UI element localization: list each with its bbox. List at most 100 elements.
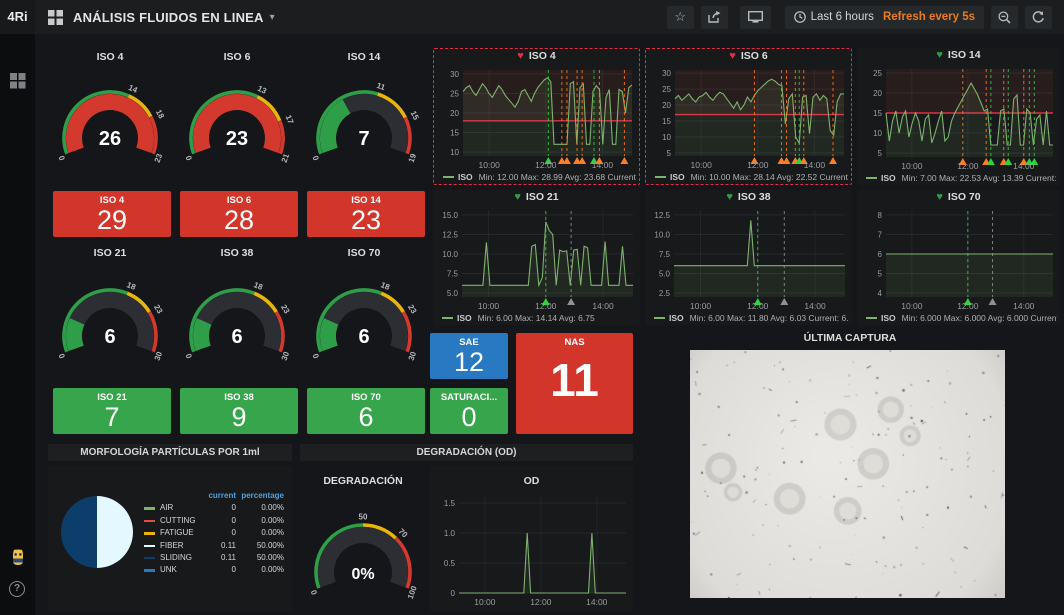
stat-iso21[interactable]: ISO 21 7 (53, 388, 171, 434)
panel-graph-od: OD 0 0.5 1.0 1.5 10:00 12:00 14:00 (430, 466, 633, 612)
panel-title[interactable]: ♥ ISO 14 (936, 49, 981, 61)
navbar: ANÁLISIS FLUIDOS EN LINEA ▾ ☆ Last 6 hou… (35, 0, 1064, 34)
panel-title[interactable]: OD (523, 475, 540, 487)
graph-iso14[interactable]: 5 10 15 20 25 10:00 12:00 14:00 (859, 64, 1058, 172)
pie-table-row[interactable]: FIBER 0.11 50.00% (144, 540, 284, 552)
stat-iso14[interactable]: ISO 14 23 (307, 191, 425, 237)
panel-title[interactable]: ISO 21 (93, 247, 127, 259)
svg-text:10:00: 10:00 (691, 160, 713, 170)
stat-iso70[interactable]: ISO 70 6 (307, 388, 425, 434)
panel-graph-iso70: ♥ ISO 70 4 5 6 7 8 10:00 12:00 14:00 ISO Min: 6.0… (857, 190, 1060, 325)
svg-text:14:00: 14:00 (804, 301, 826, 311)
pie-table-row[interactable]: AIR 0 0.00% (144, 502, 284, 514)
svg-text:10:00: 10:00 (901, 301, 923, 311)
svg-text:0%: 0% (351, 566, 374, 583)
zoom-out-button[interactable] (991, 5, 1018, 29)
share-button[interactable] (700, 5, 728, 29)
panel-title[interactable]: ISO 70 (347, 247, 381, 259)
dashboards-icon[interactable] (9, 72, 26, 89)
stat-value: 23 (350, 205, 382, 235)
stat-sae[interactable]: SAE 12 (430, 333, 508, 379)
stat-title: SATURACI... (440, 392, 498, 403)
series-swatch (144, 507, 155, 510)
graph-iso4[interactable]: 10 15 20 25 30 10:00 12:00 14:00 (436, 65, 637, 171)
panel-graph-iso6: ♥ ISO 6 5 10 15 20 25 30 10:00 12:00 14:00 ISO Min… (645, 48, 852, 185)
star-button[interactable]: ☆ (666, 5, 694, 29)
pie-legend-table: current percentage AIR 0 0.00% CUTTING 0 0.00… (144, 490, 284, 577)
svg-text:30: 30 (280, 350, 292, 362)
svg-text:4: 4 (878, 289, 883, 298)
svg-text:12:00: 12:00 (535, 301, 557, 311)
svg-text:10:00: 10:00 (474, 597, 496, 607)
svg-text:12:00: 12:00 (530, 597, 552, 607)
svg-text:2.5: 2.5 (659, 289, 671, 298)
panel-title[interactable]: ISO 14 (347, 51, 381, 63)
panel-title[interactable]: ISO 38 (220, 247, 254, 259)
svg-text:50: 50 (359, 513, 368, 522)
graph-iso21[interactable]: 5.0 7.5 10.0 12.5 15.0 10:00 12:00 14:00 (435, 206, 638, 312)
dashboard-title[interactable]: ANÁLISIS FLUIDOS EN LINEA (73, 9, 264, 25)
svg-text:25: 25 (873, 69, 882, 78)
svg-text:0: 0 (451, 589, 456, 598)
series-swatch (442, 317, 453, 319)
panel-title[interactable]: ♥ ISO 70 (936, 191, 981, 203)
panel-title[interactable]: ♥ ISO 6 (729, 50, 768, 62)
svg-text:0: 0 (184, 154, 194, 162)
svg-text:13: 13 (256, 84, 268, 96)
panel-title[interactable]: ISO 4 (96, 51, 124, 63)
help-icon[interactable]: ? (9, 581, 25, 597)
panel-graph-iso14: ♥ ISO 14 5 10 15 20 25 10:00 12:00 14:00 ISO Min:… (857, 48, 1060, 185)
alert-heart-icon: ♥ (729, 50, 736, 62)
graph-legend: ISO Min: 12.00 Max: 28.99 Avg: 23.68 Curr… (443, 171, 636, 183)
panel-gauge-iso14: ISO 14 0 11 15 19 7 (302, 50, 426, 182)
refresh-button[interactable] (1025, 5, 1052, 29)
stat-iso38[interactable]: ISO 38 9 (180, 388, 298, 434)
user-avatar-icon[interactable] (9, 548, 26, 565)
title-dropdown-caret-icon[interactable]: ▾ (269, 11, 275, 23)
svg-text:5: 5 (667, 149, 672, 158)
pie-table-row[interactable]: CUTTING 0 0.00% (144, 515, 284, 527)
svg-text:23: 23 (152, 303, 165, 316)
row-header-morfologia[interactable]: MORFOLOGÍA PARTÍCULAS POR 1ml (48, 444, 292, 461)
org-logo[interactable]: 4Ri (0, 0, 35, 34)
stat-saturation[interactable]: SATURACI... 0 (430, 388, 508, 434)
stat-value: 7 (104, 402, 120, 432)
time-picker[interactable]: Last 6 hours Refresh every 5s (784, 5, 984, 29)
series-swatch (144, 556, 155, 560)
graph-od[interactable]: 0 0.5 1.0 1.5 10:00 12:00 14:00 (432, 492, 631, 608)
graph-iso70[interactable]: 4 5 6 7 8 10:00 12:00 14:00 (859, 206, 1058, 312)
panel-title[interactable]: ♥ ISO 38 (726, 191, 771, 203)
gauge-iso6: 0 13 17 21 23 (175, 72, 299, 176)
stat-iso6[interactable]: ISO 6 28 (180, 191, 298, 237)
pie-table-row[interactable]: UNK 0 0.00% (144, 564, 284, 576)
stat-title: ISO 4 (99, 195, 125, 206)
panel-title-ultima-captura[interactable]: ÚLTIMA CAPTURA (803, 332, 897, 344)
series-swatch (654, 317, 665, 319)
series-swatch (144, 519, 155, 523)
pie-table-row[interactable]: SLIDING 0.11 50.00% (144, 552, 284, 564)
svg-text:11: 11 (375, 81, 386, 92)
alert-heart-icon: ♥ (517, 50, 524, 62)
pie-chart[interactable] (57, 492, 137, 572)
stat-iso4[interactable]: ISO 4 29 (53, 191, 171, 237)
svg-text:12:00: 12:00 (957, 301, 979, 311)
stat-nas[interactable]: NAS 11 (516, 333, 633, 434)
svg-text:30: 30 (662, 69, 671, 78)
gauge-iso4: 0 14 18 23 26 (48, 72, 172, 176)
refresh-interval-label: Refresh every 5s (882, 11, 975, 23)
pie-table-row[interactable]: FATIGUE 0 0.00% (144, 527, 284, 539)
panel-title[interactable]: ISO 6 (223, 51, 251, 63)
panel-title[interactable]: ♥ ISO 21 (514, 191, 559, 203)
graph-iso38[interactable]: 2.5 5.0 7.5 10.0 12.5 10:00 12:00 14:00 (647, 206, 850, 312)
svg-text:23: 23 (153, 152, 165, 164)
row-header-degradacion[interactable]: DEGRADACIÓN (OD) (300, 444, 633, 461)
stat-title: ISO 21 (97, 392, 127, 403)
svg-text:0: 0 (184, 352, 194, 360)
panel-title[interactable]: DEGRADACIÓN (323, 475, 403, 487)
panel-title[interactable]: ♥ ISO 4 (517, 50, 556, 62)
cycle-view-button[interactable] (739, 5, 771, 29)
svg-text:0: 0 (57, 352, 67, 360)
svg-text:14:00: 14:00 (592, 301, 614, 311)
graph-iso6[interactable]: 5 10 15 20 25 30 10:00 12:00 14:00 (648, 65, 849, 171)
dashboard-grid-icon[interactable] (48, 9, 63, 25)
